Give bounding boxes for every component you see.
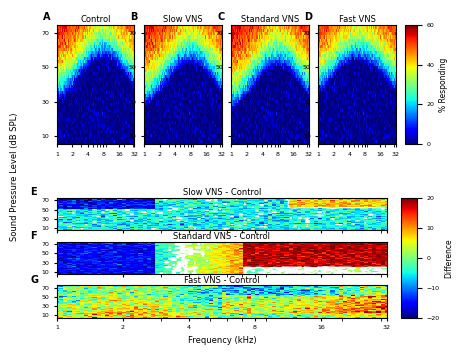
Title: Slow VNS: Slow VNS (163, 15, 202, 24)
Text: Sound Pressure Level (dB SPL): Sound Pressure Level (dB SPL) (10, 112, 18, 241)
Text: A: A (43, 12, 50, 22)
Text: D: D (304, 12, 312, 22)
Title: Control: Control (81, 15, 111, 24)
Text: F: F (30, 231, 37, 241)
X-axis label: Frequency (kHz): Frequency (kHz) (188, 336, 256, 345)
Title: Standard VNS: Standard VNS (241, 15, 299, 24)
Title: Fast VNS: Fast VNS (338, 15, 375, 24)
Title: Fast VNS - Control: Fast VNS - Control (184, 276, 260, 285)
Y-axis label: % Responding: % Responding (439, 57, 448, 112)
Text: G: G (30, 275, 38, 285)
Text: E: E (30, 187, 37, 197)
Title: Slow VNS - Control: Slow VNS - Control (182, 189, 261, 197)
Text: B: B (130, 12, 137, 22)
Y-axis label: Difference: Difference (444, 238, 453, 278)
Text: C: C (217, 12, 225, 22)
Title: Standard VNS - Control: Standard VNS - Control (173, 232, 270, 241)
